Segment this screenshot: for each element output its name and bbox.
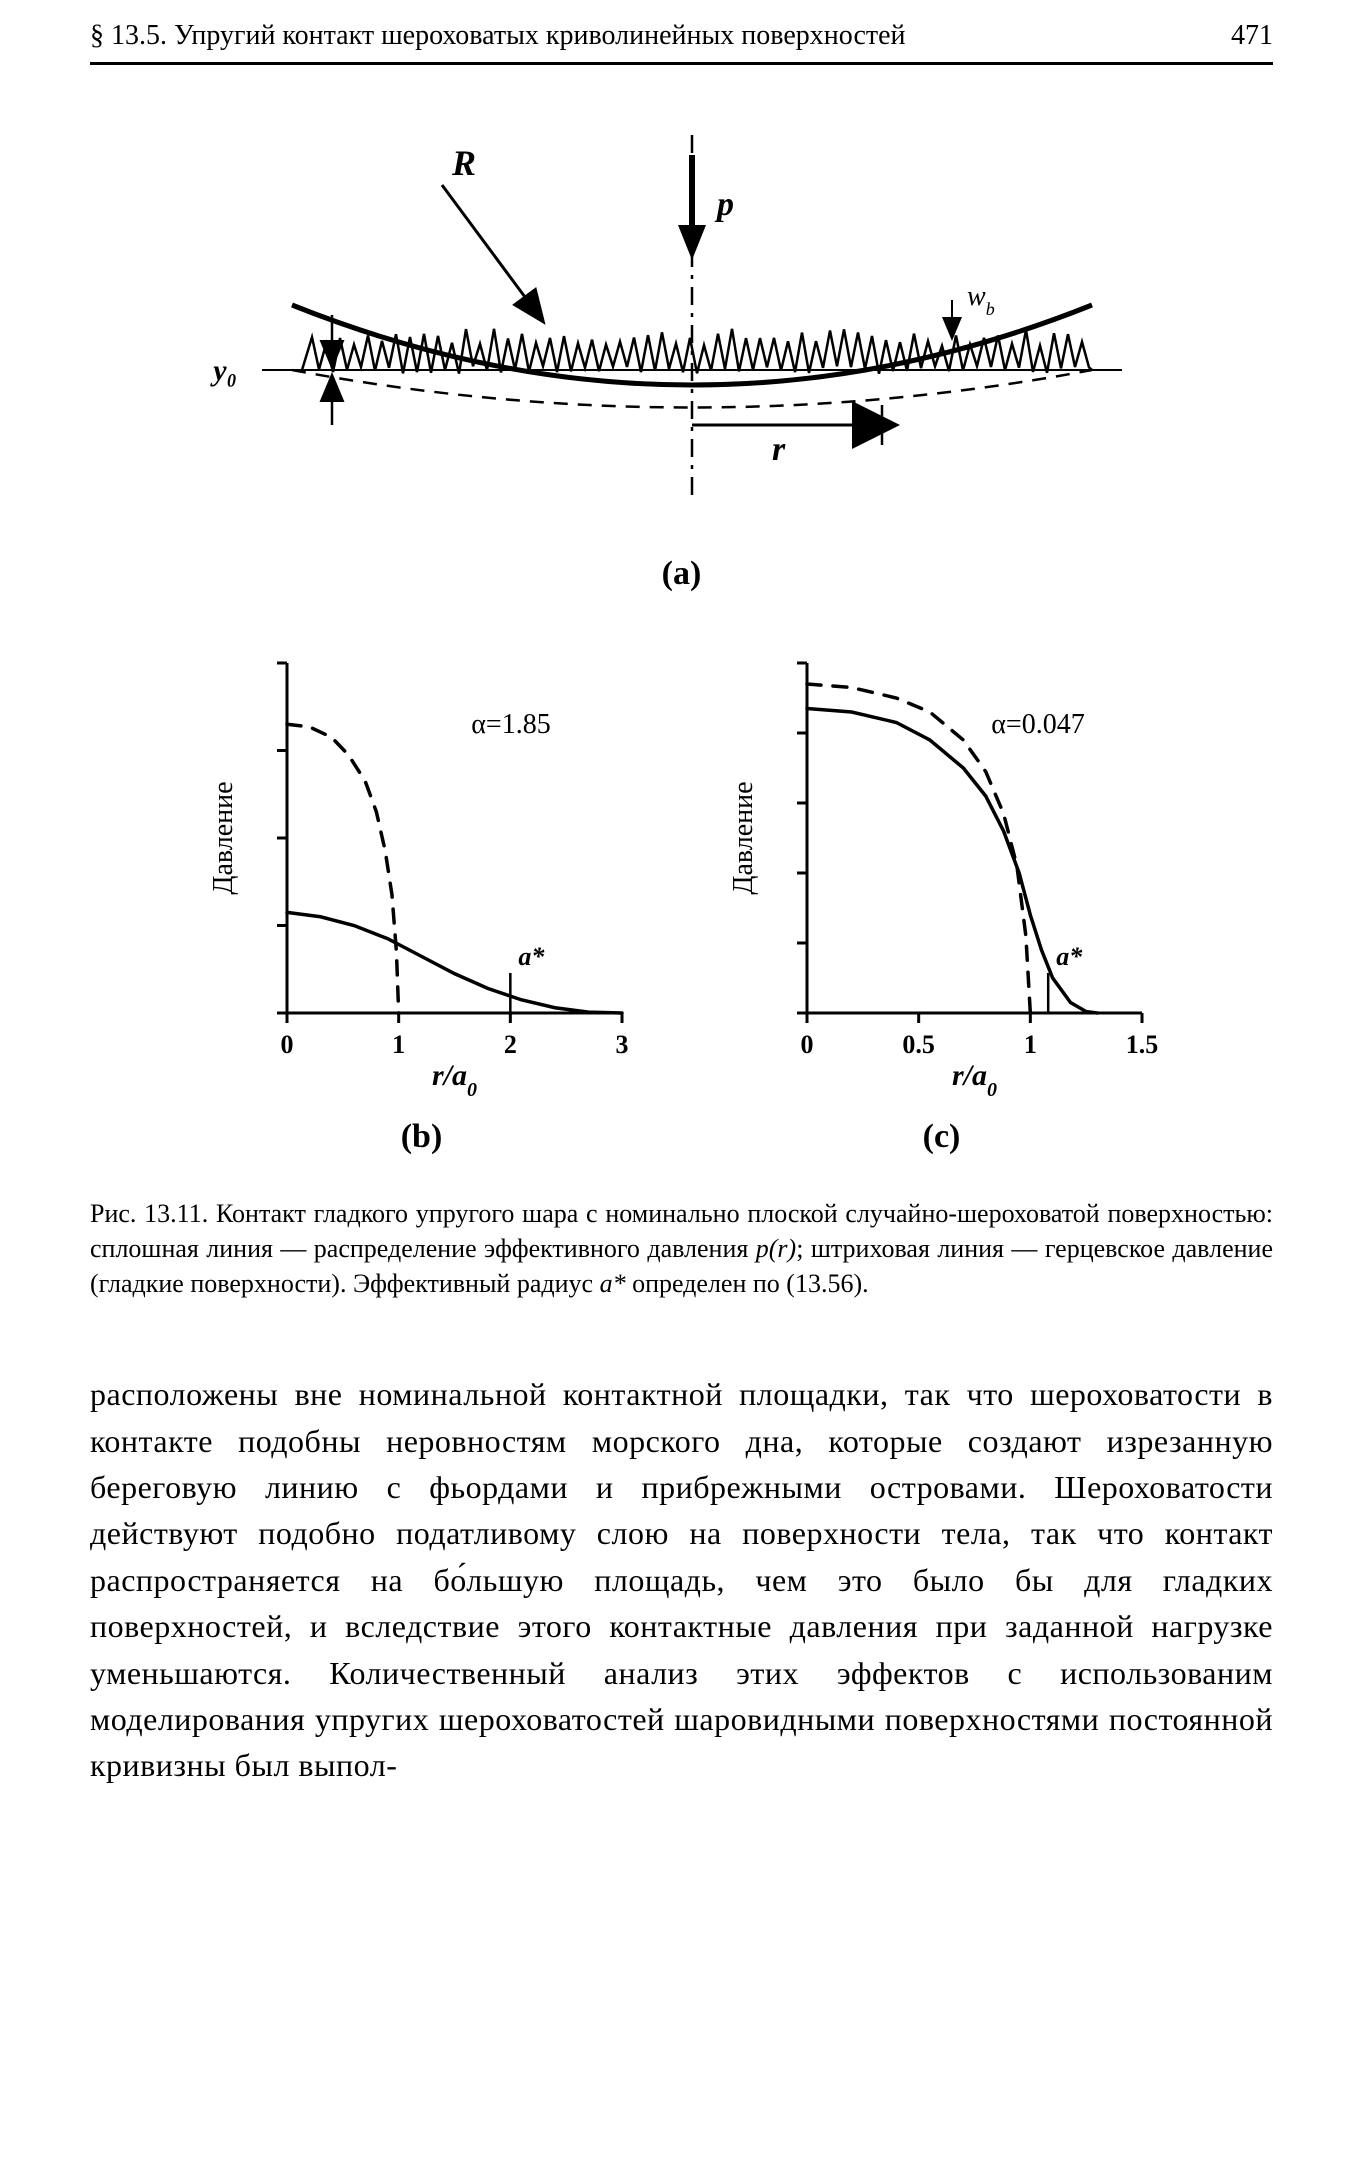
svg-text:0: 0 <box>280 1030 293 1059</box>
svg-text:p: p <box>714 186 734 223</box>
figure-bc-row: 0 1 2 3 Давление r/a0 α=1.85 a* (b) 0 0.5 1 1.5 Дав… <box>90 643 1273 1156</box>
body-paragraph: расположены вне номинальной контактной п… <box>90 1371 1273 1789</box>
svg-text:Давление: Давление <box>208 781 239 894</box>
caption-prefix: Рис. 13.11. <box>90 1199 208 1228</box>
svg-text:1: 1 <box>1023 1030 1036 1059</box>
figure-b: 0 1 2 3 Давление r/a0 α=1.85 a* (b) <box>202 643 642 1156</box>
figure-c: 0 0.5 1 1.5 Давление r/a0 α=0.047 a* (c) <box>722 643 1162 1156</box>
svg-text:r: r <box>772 431 786 468</box>
svg-text:r/a0: r/a0 <box>431 1059 476 1101</box>
section-title: § 13.5. Упругий контакт шероховатых крив… <box>90 20 906 52</box>
figure-c-label: (c) <box>722 1118 1162 1156</box>
caption-t3: определен по (13.56). <box>626 1269 869 1298</box>
svg-text:1: 1 <box>392 1030 405 1059</box>
svg-text:r/a0: r/a0 <box>951 1059 996 1101</box>
svg-text:α=1.85: α=1.85 <box>471 709 550 740</box>
svg-text:3: 3 <box>615 1030 628 1059</box>
svg-text:wb: wb <box>967 281 995 319</box>
figure-caption: Рис. 13.11. Контакт гладкого упругого ша… <box>90 1196 1273 1301</box>
page-number: 471 <box>1231 20 1273 52</box>
caption-pr: p(r) <box>756 1234 796 1263</box>
svg-text:α=0.047: α=0.047 <box>991 709 1084 740</box>
svg-text:0.5: 0.5 <box>902 1030 935 1059</box>
svg-text:a*: a* <box>518 942 545 971</box>
svg-text:R: R <box>451 143 476 183</box>
figure-a-label: (a) <box>90 555 1273 593</box>
caption-astar: a* <box>600 1269 626 1298</box>
svg-text:a*: a* <box>1056 942 1083 971</box>
page-header: § 13.5. Упругий контакт шероховатых крив… <box>90 0 1273 65</box>
svg-text:2: 2 <box>503 1030 516 1059</box>
svg-text:Давление: Давление <box>728 781 759 894</box>
svg-text:0: 0 <box>800 1030 813 1059</box>
figure-a: p y₀ Rwb r (a) <box>90 105 1273 593</box>
svg-text:y₀: y₀ <box>210 354 237 387</box>
figure-b-label: (b) <box>202 1118 642 1156</box>
svg-text:1.5: 1.5 <box>1125 1030 1158 1059</box>
